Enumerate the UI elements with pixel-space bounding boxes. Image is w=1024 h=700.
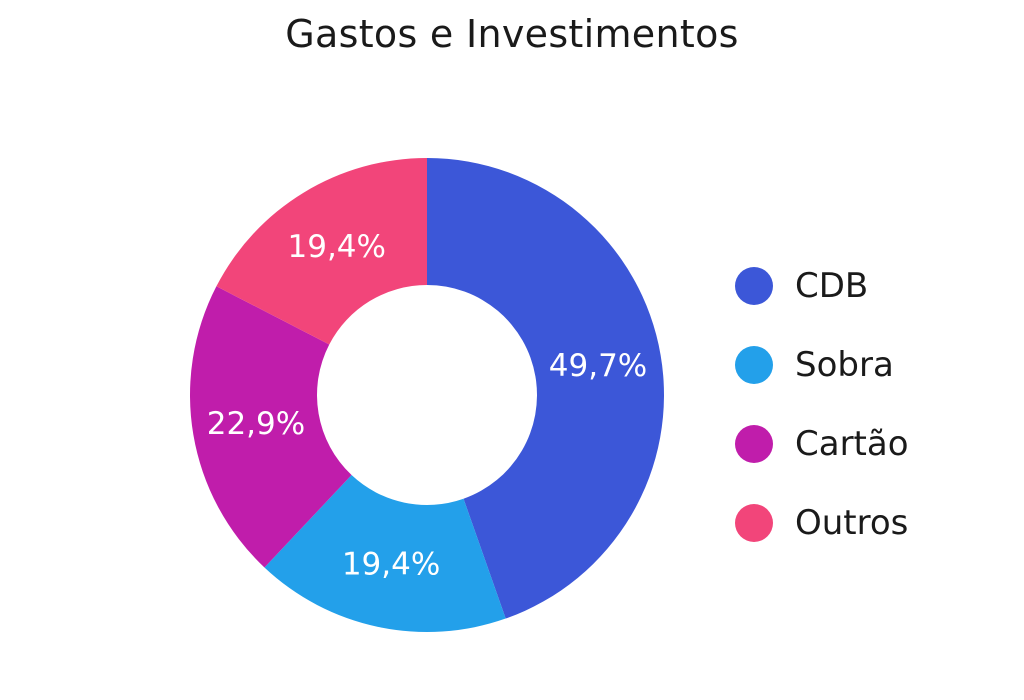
legend-swatch-icon: [735, 266, 773, 305]
slice-outros: [216, 158, 427, 345]
slice-sobra: [264, 475, 506, 632]
legend-item-cdb: CDB: [735, 246, 909, 325]
slice-cdb: [427, 158, 664, 619]
legend: CDB Sobra Cartão Outros: [735, 246, 909, 562]
legend-item-sobra: Sobra: [735, 325, 909, 404]
chart-title: Gastos e Investimentos: [285, 12, 739, 56]
legend-item-outros: Outros: [735, 483, 909, 562]
legend-label: Cartão: [795, 423, 909, 464]
legend-label: CDB: [795, 265, 869, 306]
slice-label-cdb: 49,7%: [549, 348, 647, 384]
legend-swatch-icon: [735, 345, 773, 384]
legend-label: Sobra: [795, 344, 894, 385]
slice-label-outros: 19,4%: [288, 229, 386, 265]
slice-label-sobra: 19,4%: [342, 547, 440, 583]
slice-label-cartao: 22,9%: [207, 406, 305, 442]
legend-swatch-icon: [735, 424, 773, 463]
legend-swatch-icon: [735, 503, 773, 542]
slice-cartao: [189, 286, 352, 568]
legend-label: Outros: [795, 502, 909, 543]
legend-item-cartao: Cartão: [735, 404, 909, 483]
